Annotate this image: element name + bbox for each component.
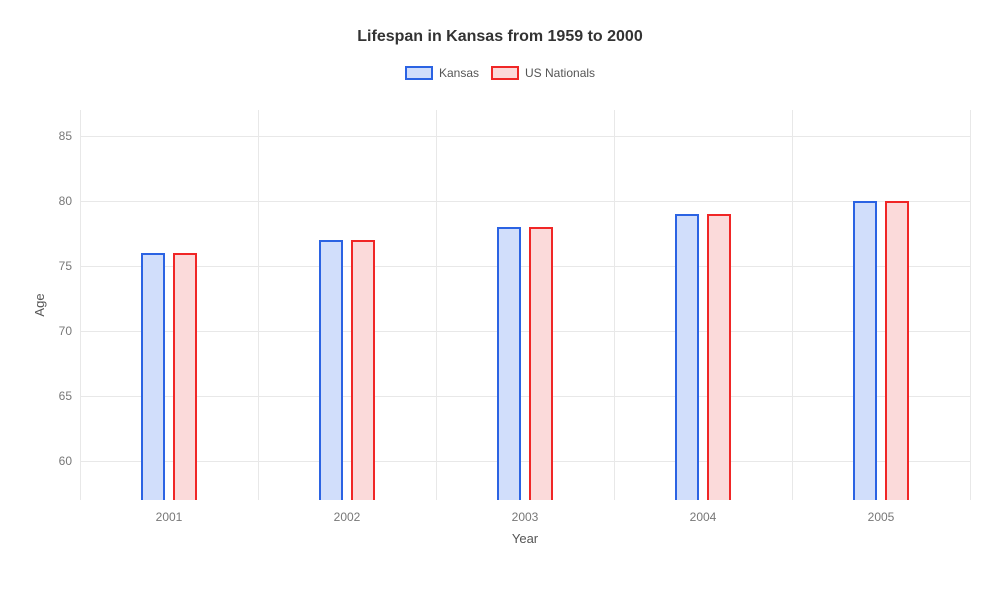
horizontal-gridline xyxy=(80,331,970,332)
chart-container: Lifespan in Kansas from 1959 to 2000 Kan… xyxy=(0,0,1000,600)
horizontal-gridline xyxy=(80,461,970,462)
x-tick-label: 2002 xyxy=(334,500,361,524)
vertical-gridline xyxy=(436,110,437,500)
bar xyxy=(853,201,877,500)
chart-title: Lifespan in Kansas from 1959 to 2000 xyxy=(0,28,1000,46)
vertical-gridline xyxy=(614,110,615,500)
plot-area: Age Year 6065707580852001200220032004200… xyxy=(80,110,970,500)
y-tick-label: 75 xyxy=(59,259,80,273)
bar xyxy=(707,214,731,500)
legend-item: US Nationals xyxy=(491,66,595,80)
chart-legend: Kansas US Nationals xyxy=(0,66,1000,80)
bar xyxy=(885,201,909,500)
legend-swatch xyxy=(491,66,519,80)
horizontal-gridline xyxy=(80,136,970,137)
x-tick-label: 2001 xyxy=(156,500,183,524)
y-tick-label: 85 xyxy=(59,129,80,143)
y-tick-label: 70 xyxy=(59,324,80,338)
x-axis-label: Year xyxy=(512,531,538,546)
x-tick-label: 2003 xyxy=(512,500,539,524)
y-tick-label: 60 xyxy=(59,454,80,468)
x-tick-label: 2004 xyxy=(690,500,717,524)
vertical-gridline xyxy=(80,110,81,500)
horizontal-gridline xyxy=(80,396,970,397)
legend-label: Kansas xyxy=(439,66,479,80)
x-tick-label: 2005 xyxy=(868,500,895,524)
bar xyxy=(351,240,375,500)
vertical-gridline xyxy=(258,110,259,500)
bar xyxy=(141,253,165,500)
horizontal-gridline xyxy=(80,266,970,267)
y-axis-label: Age xyxy=(32,293,47,316)
bar xyxy=(497,227,521,500)
y-tick-label: 65 xyxy=(59,389,80,403)
legend-item: Kansas xyxy=(405,66,479,80)
bar xyxy=(319,240,343,500)
legend-label: US Nationals xyxy=(525,66,595,80)
legend-swatch xyxy=(405,66,433,80)
vertical-gridline xyxy=(792,110,793,500)
y-tick-label: 80 xyxy=(59,194,80,208)
bar xyxy=(529,227,553,500)
bar xyxy=(173,253,197,500)
horizontal-gridline xyxy=(80,201,970,202)
vertical-gridline xyxy=(970,110,971,500)
bar xyxy=(675,214,699,500)
